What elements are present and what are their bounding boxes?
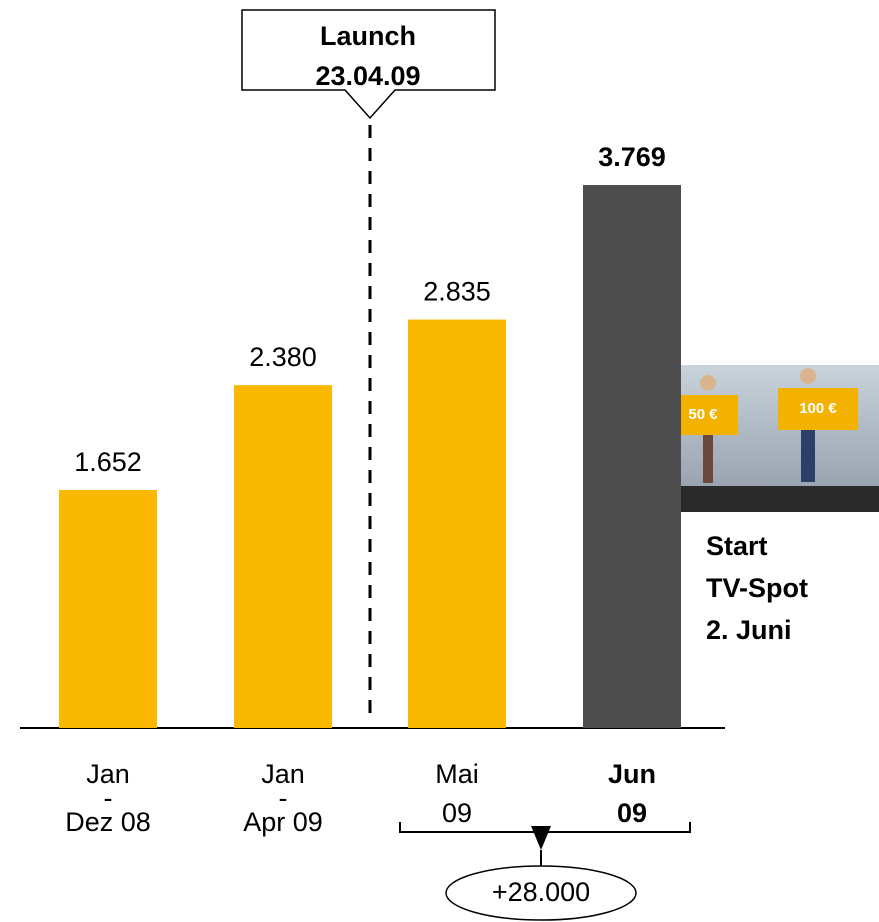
value-label: 1.652	[74, 447, 142, 477]
bar	[59, 489, 157, 728]
x-tick-label: 09	[617, 798, 647, 828]
tv-note: TV-Spot	[706, 573, 808, 603]
tv-image: 50 € 100 €	[642, 365, 879, 512]
x-tick-label: Mai	[435, 759, 479, 789]
launch-callout	[241, 9, 496, 120]
x-tick-label: Jan	[86, 759, 130, 789]
difference-ellipse	[445, 865, 637, 921]
bar	[234, 385, 332, 728]
x-tick-label: -	[279, 783, 288, 813]
x-tick-label: 09	[442, 798, 472, 828]
bar	[583, 185, 681, 728]
x-tick-label: Jan	[261, 759, 305, 789]
value-label: 2.380	[249, 342, 317, 372]
launch-label: Launch	[320, 21, 416, 51]
x-tick-label: Apr 09	[243, 807, 323, 837]
tv-image-text: 50 €	[688, 406, 718, 423]
value-label: 3.769	[598, 142, 666, 172]
tv-note: 2. Juni	[706, 615, 792, 645]
bar	[408, 319, 506, 728]
arrow	[531, 826, 551, 850]
tv-note: Start	[706, 531, 768, 561]
x-tick-label: -	[104, 783, 113, 813]
launch-date: 23.04.09	[315, 61, 420, 91]
x-tick-label: Jun	[608, 759, 656, 789]
tv-image-text: 100 €	[799, 400, 837, 417]
difference-label: +28.000	[492, 877, 590, 907]
x-tick-label: Dez 08	[65, 807, 151, 837]
value-label: 2.835	[423, 277, 491, 307]
